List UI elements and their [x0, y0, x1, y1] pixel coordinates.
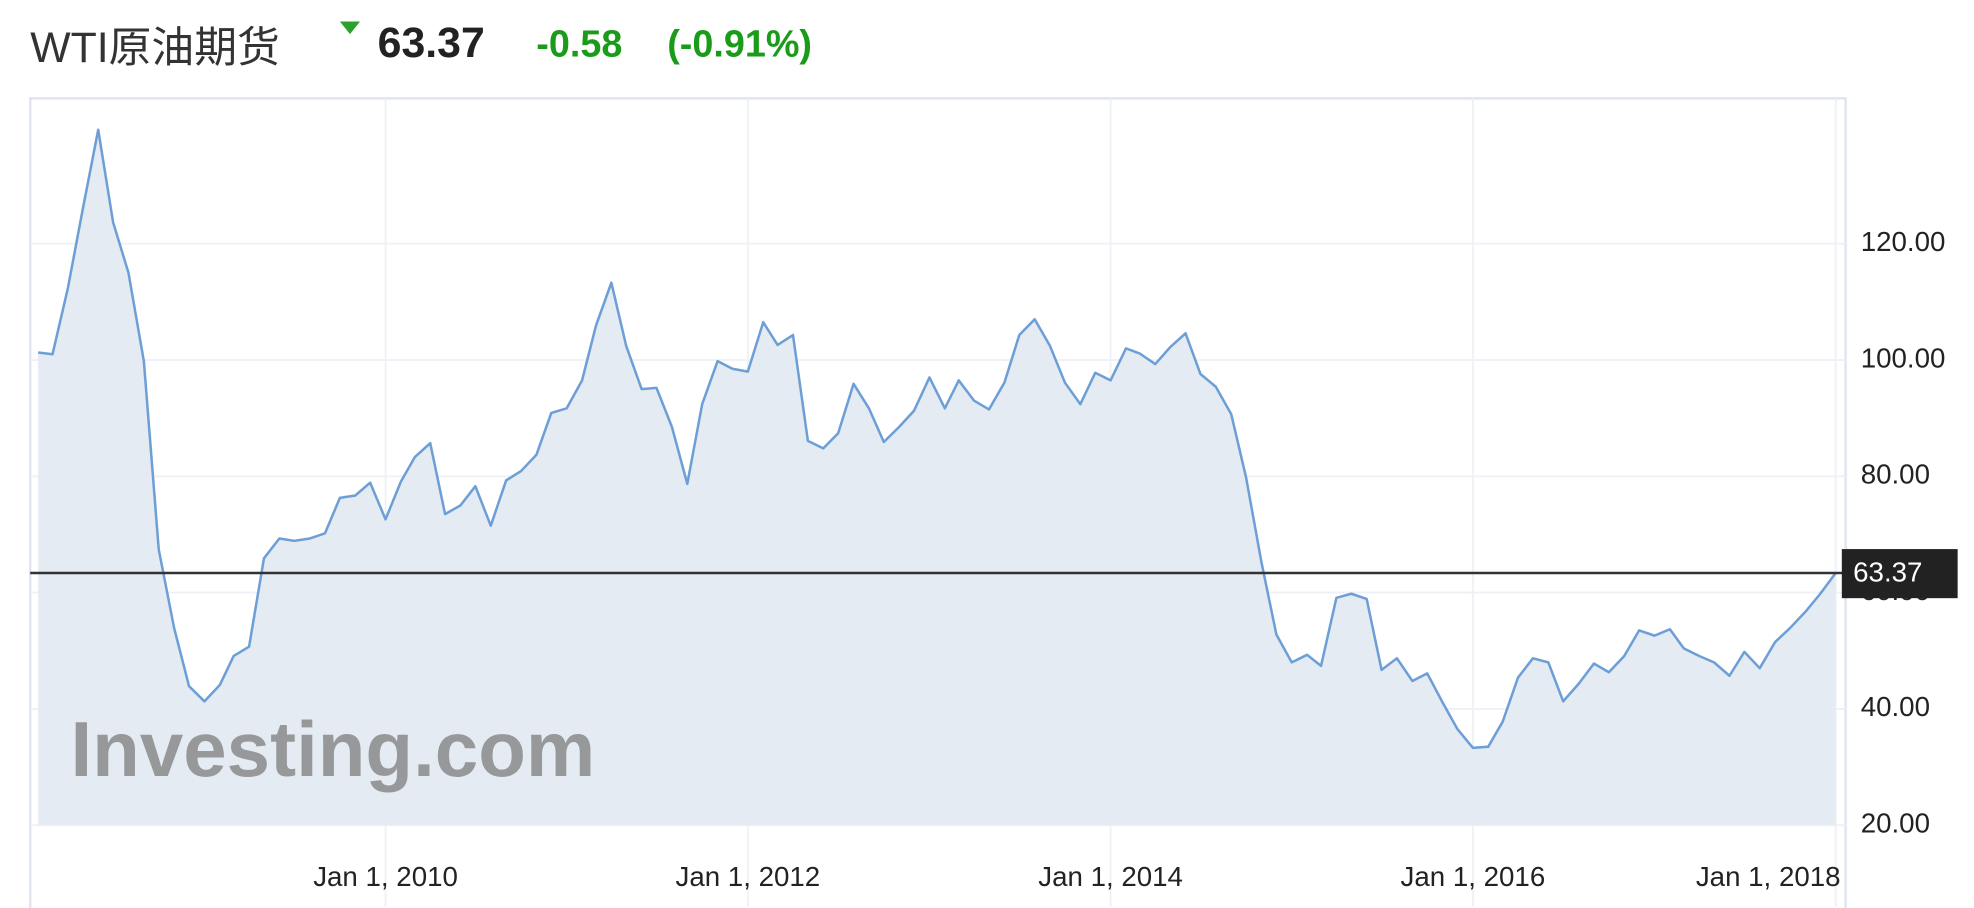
x-tick-label: Jan 1, 2018 [1696, 861, 1841, 892]
y-tick-label: 120.00 [1861, 226, 1946, 257]
y-tick-label: 100.00 [1861, 342, 1946, 373]
x-tick-label: Jan 1, 2012 [675, 861, 820, 892]
y-tick-label: 80.00 [1861, 459, 1930, 490]
price-change: -0.58 [536, 24, 622, 66]
last-price: 63.37 [378, 19, 485, 67]
last-price-box [1841, 549, 1958, 599]
watermark: Investing.com [71, 705, 596, 793]
plot: Investing.com20.0040.0060.0080.00100.001… [28, 97, 1958, 908]
price-line [38, 128, 1837, 750]
last-price-label: 63.37 [1853, 557, 1922, 588]
chart-title: WTI原油期货 [30, 24, 280, 72]
price-change-percent: (-0.91%) [667, 24, 812, 66]
x-tick-label: Jan 1, 2014 [1038, 861, 1183, 892]
y-tick-label: 20.00 [1861, 807, 1930, 838]
down-icon [339, 21, 361, 35]
area [38, 129, 1836, 826]
y-tick-label: 40.00 [1861, 691, 1930, 722]
x-tick-label: Jan 1, 2016 [1401, 861, 1546, 892]
x-tick-label: Jan 1, 2010 [313, 861, 458, 892]
